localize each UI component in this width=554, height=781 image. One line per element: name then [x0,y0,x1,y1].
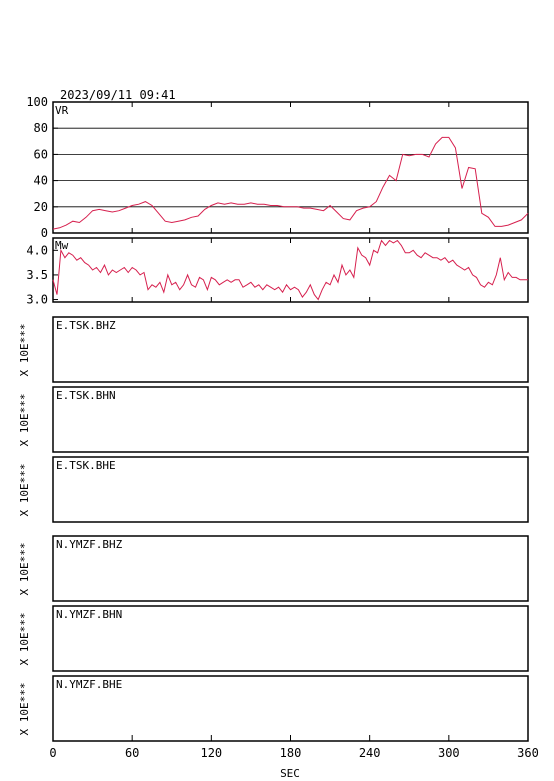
x-tick-label: 240 [359,746,381,760]
station-frame [52,386,529,453]
datetime-label: 2023/09/11 09:41 [60,88,176,102]
station-y-label: X 10E*** [18,613,31,666]
station-y-label: X 10E*** [18,394,31,447]
vr-frame [52,101,529,234]
vr-label: VR [55,104,69,117]
station-y-label: X 10E*** [18,543,31,596]
x-tick-label: 180 [280,746,302,760]
x-tick-label: 360 [517,746,539,760]
station-panel-n-ymzf-bhe: N.YMZF.BHE X 10E*** [18,675,529,742]
station-y-label: X 10E*** [18,464,31,517]
station-label: E.TSK.BHZ [56,319,116,332]
x-tick-label: 300 [438,746,460,760]
vr-panel: 0 20 40 60 80 100 VR [26,95,529,240]
vr-gridlines [53,127,528,208]
vr-y-axis: 0 20 40 60 80 100 [26,95,58,240]
station-y-label: X 10E*** [18,683,31,736]
station-label: E.TSK.BHE [56,459,116,472]
station-frame [52,456,529,523]
mw-panel: 3.0 3.5 4.0 Mw [26,237,529,307]
mw-y-tick-label: 4.0 [26,243,48,257]
station-panel-n-ymzf-bhn: N.YMZF.BHN X 10E*** [18,605,529,672]
station-y-label: X 10E*** [18,324,31,377]
station-label: E.TSK.BHN [56,389,116,402]
station-label: N.YMZF.BHZ [56,538,123,551]
station-panels: E.TSK.BHZ X 10E*** E.TSK.BHN X 10E*** E.… [18,316,529,742]
x-axis-label: SEC [280,767,300,780]
mw-x-ticks [52,238,529,302]
station-frame [52,675,529,742]
station-panel-n-ymzf-bhz: N.YMZF.BHZ X 10E*** [18,535,529,602]
mw-y-tick-label: 3.5 [26,268,48,282]
x-tick-label: 120 [200,746,222,760]
vr-y-tick-label: 100 [26,95,48,109]
station-label: N.YMZF.BHE [56,678,122,691]
x-tick-label: 0 [49,746,56,760]
mw-y-axis: 3.0 3.5 4.0 [26,243,58,307]
vr-y-tick-label: 80 [34,121,48,135]
station-panel-e-tsk-bhz: E.TSK.BHZ X 10E*** [18,316,529,383]
vr-y-tick-label: 20 [34,200,48,214]
mw-y-tick-label: 3.0 [26,293,48,307]
vr-series-line [52,136,529,230]
station-frame [52,535,529,602]
mw-frame [52,237,529,303]
vr-x-ticks [52,102,529,233]
mw-series-line [52,239,528,301]
vr-y-tick-label: 0 [41,226,48,240]
station-frame [52,316,529,383]
vr-y-tick-label: 60 [34,147,48,161]
x-axis: 0 60 120 180 240 300 360 [49,735,539,760]
vr-y-tick-label: 40 [34,174,48,188]
station-label: N.YMZF.BHN [56,608,122,621]
x-tick-label: 60 [125,746,139,760]
mw-label: Mw [55,239,69,252]
station-frame [52,605,529,672]
station-panel-e-tsk-bhn: E.TSK.BHN X 10E*** [18,386,529,453]
station-panel-e-tsk-bhe: E.TSK.BHE X 10E*** [18,456,529,523]
